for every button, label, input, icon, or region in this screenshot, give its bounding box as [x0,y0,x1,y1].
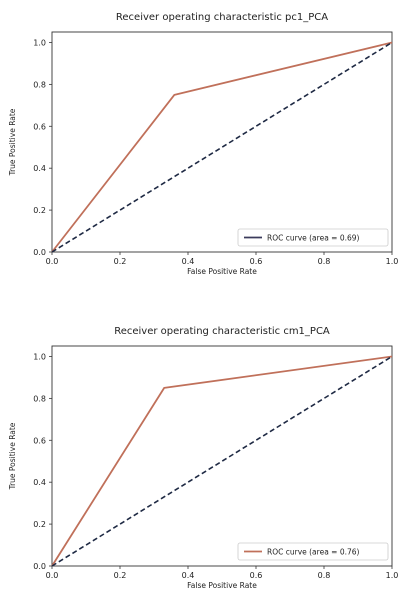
chart-2-x-tick-label: 0.4 [182,571,195,580]
chart-1-x-tick-label: 0.4 [182,257,195,266]
chart-2-legend: ROC curve (area = 0.76) [237,542,389,561]
chart-2-x-tick-label: 0.6 [250,571,263,580]
chart-2-title: Receiver operating characteristic cm1_PC… [114,326,330,337]
chart-2: Receiver operating characteristic cm1_PC… [8,326,398,590]
chart-1-y-tick-label: 0.0 [33,248,46,257]
chart-2-chance-diagonal-line [51,355,393,567]
chart-1-legend-label: ROC curve (area = 0.69) [267,234,360,243]
chart-1-title: Receiver operating characteristic pc1_PC… [116,12,328,23]
chart-2-legend-label: ROC curve (area = 0.76) [267,548,360,557]
chart-1: Receiver operating characteristic pc1_PC… [8,12,398,276]
chart-1-plot-frame [51,31,393,253]
chart-2-x-tick-label: 0.8 [318,571,331,580]
chart-1-x-tick-label: 0.2 [114,257,127,266]
chart-2-y-axis-label: True Positive Rate [8,422,17,490]
chart-1-x-tick-label: 0.8 [318,257,331,266]
chart-2-x-tick-label: 0.0 [46,571,59,580]
chart-2-x-tick-label: 1.0 [386,571,399,580]
chart-2-y-tick-label: 1.0 [33,352,46,361]
chart-1-y-tick-label: 0.2 [33,206,46,215]
chart-1-y-axis-label: True Positive Rate [8,108,17,176]
chart-1-chance-diagonal-line [51,41,393,253]
chart-1-y-tick-label: 0.6 [33,122,46,131]
chart-1-x-tick-label: 0.0 [46,257,59,266]
chart-1-y-tick-label: 0.8 [33,80,46,89]
chart-2-y-tick-label: 0.2 [33,520,46,529]
chart-1-roc-curve-line [51,41,393,253]
chart-2-x-axis-label: False Positive Rate [187,581,257,590]
chart-1-legend: ROC curve (area = 0.69) [237,228,389,247]
chart-2-y-tick-label: 0.6 [33,436,46,445]
chart-1-y-tick-label: 0.4 [33,164,46,173]
chart-2-x-tick-label: 0.2 [114,571,127,580]
chart-1-y-tick-label: 1.0 [33,38,46,47]
chart-2-y-tick-label: 0.0 [33,562,46,571]
chart-2-roc-curve-line [51,355,393,567]
chart-2-y-tick-label: 0.8 [33,394,46,403]
chart-1-x-tick-label: 0.6 [250,257,263,266]
chart-1-x-tick-label: 1.0 [386,257,399,266]
chart-2-plot-frame [51,345,393,567]
chart-2-legend-box [237,542,389,561]
chart-1-x-axis-label: False Positive Rate [187,267,257,276]
chart-1-legend-box [237,228,389,247]
chart-2-y-tick-label: 0.4 [33,478,46,487]
